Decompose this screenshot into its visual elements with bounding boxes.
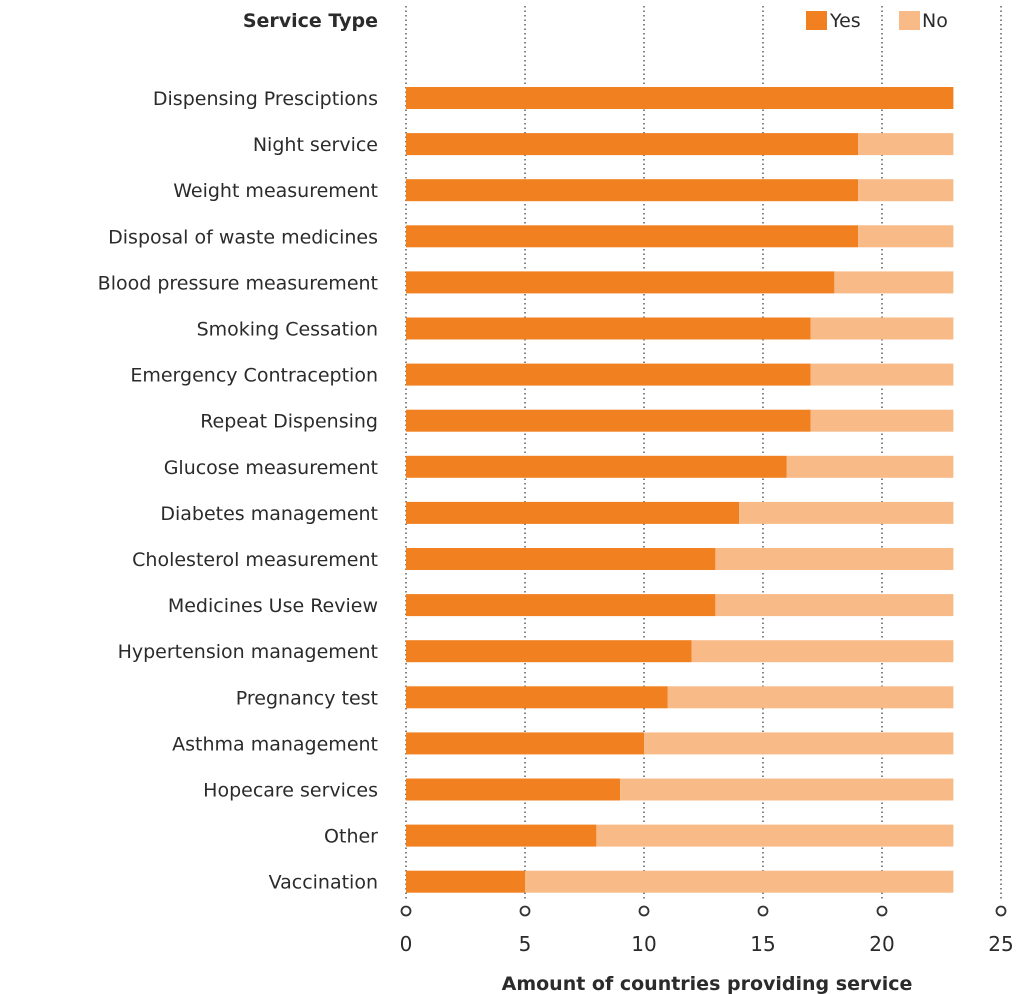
bar-yes	[406, 271, 835, 294]
tick-mark	[876, 905, 888, 917]
category-label: Hypertension management	[118, 641, 378, 663]
tick-mark	[757, 905, 769, 917]
x-tick-label: 15	[750, 932, 775, 956]
bar-yes	[406, 501, 740, 524]
bar-no	[834, 271, 954, 294]
tick-mark	[995, 905, 1007, 917]
bar-yes	[406, 317, 811, 340]
bar-yes	[406, 409, 811, 432]
category-label: Cholesterol measurement	[132, 549, 378, 571]
bar-no	[858, 133, 954, 156]
category-label: Vaccination	[269, 872, 378, 894]
x-tick-label: 20	[869, 932, 894, 956]
bar-yes	[406, 870, 525, 893]
bar-no	[858, 225, 954, 248]
bar-yes	[406, 686, 668, 709]
legend-label-no: No	[922, 10, 948, 32]
tick-mark	[519, 905, 531, 917]
bar-yes	[406, 133, 859, 156]
bar-no	[596, 824, 954, 847]
legend-label-yes: Yes	[829, 10, 861, 32]
category-label: Medicines Use Review	[168, 595, 378, 617]
category-label: Emergency Contraception	[130, 365, 378, 387]
category-label: Hopecare services	[203, 780, 378, 802]
bar-no	[810, 363, 954, 386]
category-label: Repeat Dispensing	[200, 411, 378, 433]
x-axis: 0 5 10 15 20 25	[400, 905, 1014, 956]
category-labels: Dispensing Presciptions Night service Weig…	[98, 88, 379, 894]
category-header: Service Type	[243, 10, 378, 32]
bars	[406, 87, 954, 893]
bar-yes	[406, 179, 859, 202]
x-axis-title: Amount of countries providing service	[502, 973, 913, 994]
legend-swatch-yes	[806, 11, 827, 30]
category-label: Dispensing Presciptions	[153, 88, 378, 110]
category-label: Blood pressure measurement	[98, 272, 378, 294]
bar-yes	[406, 824, 597, 847]
bar-no	[715, 594, 954, 617]
bar-yes	[406, 732, 644, 755]
bar-no	[810, 317, 954, 340]
tick-mark	[400, 905, 412, 917]
bar-no	[691, 640, 954, 663]
category-label: Night service	[253, 134, 378, 156]
bar-yes	[406, 548, 716, 570]
bar-no	[667, 686, 954, 709]
bar-no	[644, 732, 954, 755]
category-label: Smoking Cessation	[197, 319, 378, 341]
legend: Yes No	[806, 10, 948, 32]
bar-no	[810, 409, 954, 432]
x-tick-label: 10	[631, 932, 656, 956]
bar-yes	[406, 778, 621, 801]
bar-yes	[406, 455, 787, 478]
x-tick-label: 5	[519, 932, 532, 956]
bar-no	[739, 501, 954, 524]
category-label: Other	[324, 826, 378, 848]
bar-no	[620, 778, 954, 801]
bar-yes	[406, 87, 954, 109]
bar-no	[786, 455, 954, 478]
bar-yes	[406, 594, 716, 617]
bar-no	[715, 548, 954, 570]
tick-mark	[638, 905, 650, 917]
category-label: Weight measurement	[173, 180, 378, 202]
bar-yes	[406, 640, 692, 663]
x-tick-label: 25	[988, 932, 1013, 956]
x-tick-label: 0	[400, 932, 413, 956]
category-label: Asthma management	[172, 733, 378, 755]
bar-no	[858, 179, 954, 202]
category-label: Diabetes management	[160, 503, 378, 525]
bar-no	[525, 870, 954, 893]
bar-yes	[406, 363, 811, 386]
legend-swatch-no	[899, 11, 920, 30]
category-label: Pregnancy test	[236, 687, 378, 709]
category-label: Glucose measurement	[164, 457, 378, 479]
bar-yes	[406, 225, 859, 248]
category-label: Disposal of waste medicines	[108, 226, 378, 248]
